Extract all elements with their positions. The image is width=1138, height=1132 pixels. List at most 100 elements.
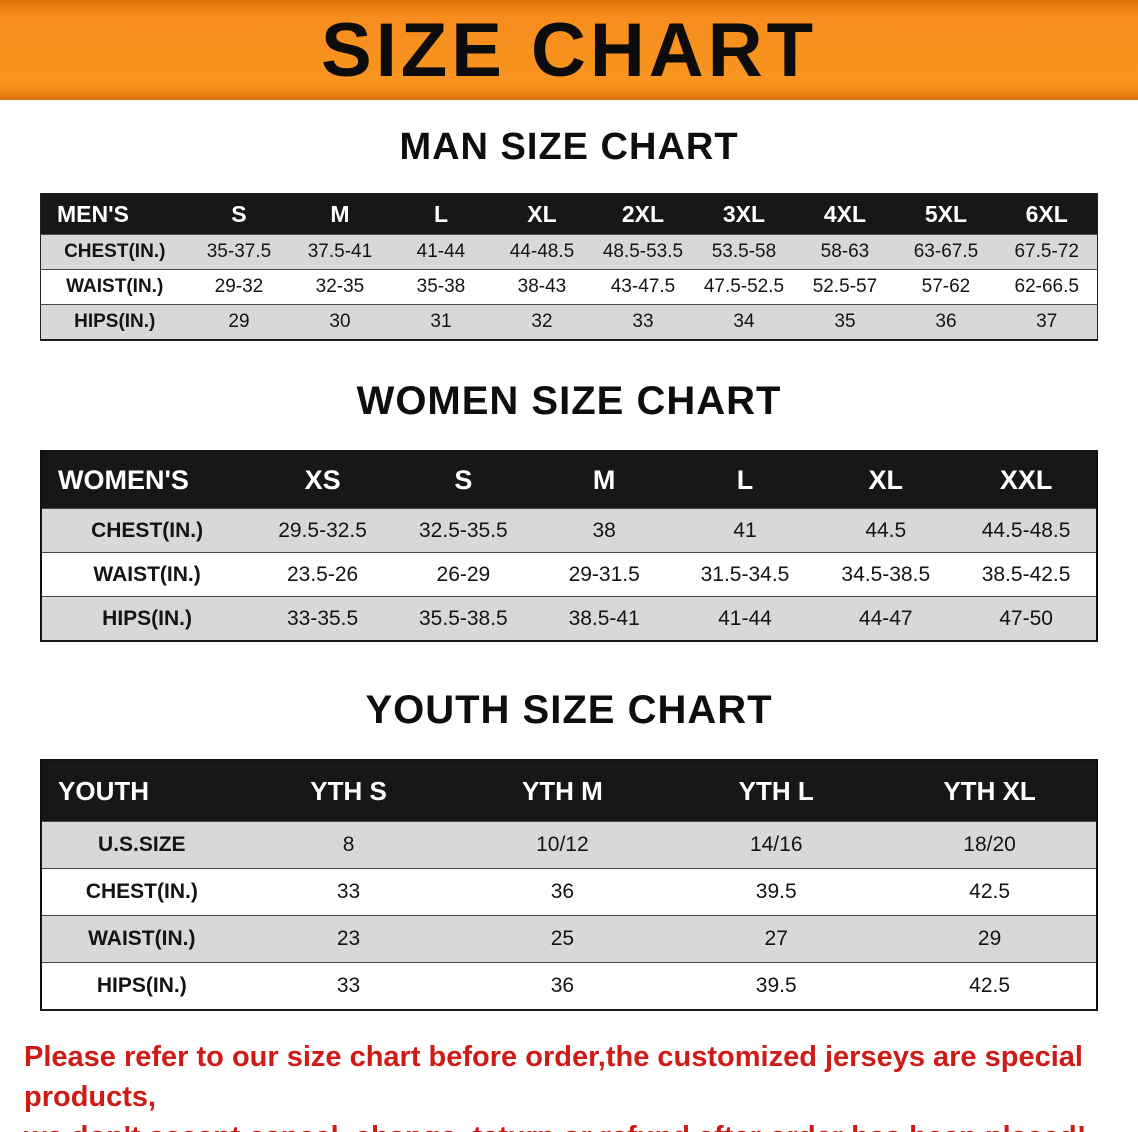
women-header-label: WOMEN'S (41, 451, 253, 509)
size-column-header: 2XL (592, 193, 694, 235)
men-section-title: MAN SIZE CHART (399, 126, 739, 168)
table-row: WAIST(IN.) 29-32 32-35 35-38 38-43 43-47.5 47.… (40, 269, 1098, 305)
size-column-header: 5XL (895, 193, 997, 235)
size-value-cell: 37 (996, 304, 1098, 341)
size-column-header: XS (252, 451, 393, 509)
row-label: HIPS(IN.) (41, 962, 242, 1011)
size-value-cell: 33-35.5 (252, 596, 393, 642)
size-value-cell: 33 (241, 868, 456, 916)
size-column-header: M (289, 193, 391, 235)
row-label: WAIST(IN.) (40, 269, 189, 305)
size-column-header: M (533, 451, 675, 509)
table-row: HIPS(IN.) 29 30 31 32 33 34 35 36 37 (40, 304, 1098, 341)
size-column-header: YTH M (455, 760, 670, 822)
size-value-cell: 10/12 (455, 821, 670, 869)
row-label: CHEST(IN.) (41, 868, 242, 916)
size-value-cell: 36 (455, 868, 670, 916)
table-row: CHEST(IN.) 35-37.5 37.5-41 41-44 44-48.5 48.5… (40, 234, 1098, 270)
size-value-cell: 31.5-34.5 (674, 552, 816, 597)
notice-line-2: we don't accept cancel, change, teturn o… (24, 1117, 1114, 1132)
size-value-cell: 53.5-58 (693, 234, 795, 270)
size-value-cell: 42.5 (883, 868, 1097, 916)
size-value-cell: 44.5-48.5 (956, 508, 1097, 553)
size-value-cell: 29.5-32.5 (252, 508, 393, 553)
size-value-cell: 39.5 (669, 868, 884, 916)
size-value-cell: 37.5-41 (289, 234, 391, 270)
row-label: WAIST(IN.) (41, 915, 242, 963)
women-table-header: WOMEN'S XS S M L XL XXL (41, 451, 1097, 509)
header-row: YOUTH YTH S YTH M YTH L YTH XL (41, 760, 1097, 822)
men-size-chart-section: MAN SIZE CHART MEN'S S M L XL 2XL 3XL 4XL 5XL 6XL C… (40, 126, 1098, 341)
size-value-cell: 18/20 (883, 821, 1097, 869)
size-value-cell: 38-43 (491, 269, 593, 305)
size-value-cell: 8 (241, 821, 456, 869)
row-label: CHEST(IN.) (41, 508, 253, 553)
youth-section-title: YOUTH SIZE CHART (365, 688, 773, 732)
size-value-cell: 32.5-35.5 (392, 508, 534, 553)
size-column-header: XXL (956, 451, 1097, 509)
size-column-header: YTH L (669, 760, 884, 822)
men-header-label: MEN'S (40, 193, 189, 235)
youth-table-body: U.S.SIZE 8 10/12 14/16 18/20 CHEST(IN.) 33 36 39… (41, 821, 1097, 1011)
size-value-cell: 14/16 (669, 821, 884, 869)
size-chart-sections: MAN SIZE CHART MEN'S S M L XL 2XL 3XL 4XL 5XL 6XL C… (0, 126, 1138, 1011)
row-label: WAIST(IN.) (41, 552, 253, 597)
size-value-cell: 41 (674, 508, 816, 553)
size-value-cell: 47.5-52.5 (693, 269, 795, 305)
size-value-cell: 44.5 (815, 508, 957, 553)
women-section-title: WOMEN SIZE CHART (356, 379, 782, 423)
size-value-cell: 23 (241, 915, 456, 963)
size-value-cell: 63-67.5 (895, 234, 997, 270)
size-value-cell: 57-62 (895, 269, 997, 305)
size-column-header: XL (815, 451, 957, 509)
table-row: U.S.SIZE 8 10/12 14/16 18/20 (41, 821, 1097, 869)
size-value-cell: 29-31.5 (533, 552, 675, 597)
size-value-cell: 30 (289, 304, 391, 341)
size-value-cell: 67.5-72 (996, 234, 1098, 270)
size-value-cell: 27 (669, 915, 884, 963)
size-value-cell: 62-66.5 (996, 269, 1098, 305)
table-row: CHEST(IN.) 33 36 39.5 42.5 (41, 868, 1097, 916)
size-column-header: L (390, 193, 492, 235)
footer-notice: Please refer to our size chart before or… (24, 1037, 1114, 1132)
men-table-header: MEN'S S M L XL 2XL 3XL 4XL 5XL 6XL (40, 193, 1098, 235)
men-size-table: MEN'S S M L XL 2XL 3XL 4XL 5XL 6XL CHEST(IN.) 35-37… (40, 193, 1098, 341)
size-value-cell: 41-44 (674, 596, 816, 642)
header-row: MEN'S S M L XL 2XL 3XL 4XL 5XL 6XL (40, 193, 1098, 235)
size-value-cell: 48.5-53.5 (592, 234, 694, 270)
size-value-cell: 35 (794, 304, 896, 341)
table-row: HIPS(IN.) 33 36 39.5 42.5 (41, 962, 1097, 1011)
youth-size-table: YOUTH YTH S YTH M YTH L YTH XL U.S.SIZE 8 10/12… (40, 759, 1098, 1011)
table-row: WAIST(IN.) 23.5-26 26-29 29-31.5 31.5-34.5 34… (41, 552, 1097, 597)
size-value-cell: 25 (455, 915, 670, 963)
size-value-cell: 35.5-38.5 (392, 596, 534, 642)
size-value-cell: 34.5-38.5 (815, 552, 957, 597)
header-row: WOMEN'S XS S M L XL XXL (41, 451, 1097, 509)
size-column-header: L (674, 451, 816, 509)
size-value-cell: 29 (188, 304, 290, 341)
banner: SIZE CHART (0, 0, 1138, 100)
size-value-cell: 42.5 (883, 962, 1097, 1011)
page-title: SIZE CHART (321, 7, 817, 93)
size-column-header: S (188, 193, 290, 235)
size-column-header: S (392, 451, 534, 509)
size-value-cell: 39.5 (669, 962, 884, 1011)
size-value-cell: 36 (895, 304, 997, 341)
row-label: HIPS(IN.) (41, 596, 253, 642)
size-value-cell: 32 (491, 304, 593, 341)
men-table-body: CHEST(IN.) 35-37.5 37.5-41 41-44 44-48.5 48.5… (40, 234, 1098, 341)
size-value-cell: 29-32 (188, 269, 290, 305)
size-column-header: XL (491, 193, 593, 235)
size-column-header: YTH XL (883, 760, 1097, 822)
size-value-cell: 26-29 (392, 552, 534, 597)
size-column-header: 4XL (794, 193, 896, 235)
size-value-cell: 58-63 (794, 234, 896, 270)
table-row: HIPS(IN.) 33-35.5 35.5-38.5 38.5-41 41-44 44-… (41, 596, 1097, 642)
youth-header-label: YOUTH (41, 760, 242, 822)
size-value-cell: 33 (592, 304, 694, 341)
size-value-cell: 38.5-41 (533, 596, 675, 642)
size-value-cell: 43-47.5 (592, 269, 694, 305)
size-value-cell: 38.5-42.5 (956, 552, 1097, 597)
size-value-cell: 44-47 (815, 596, 957, 642)
